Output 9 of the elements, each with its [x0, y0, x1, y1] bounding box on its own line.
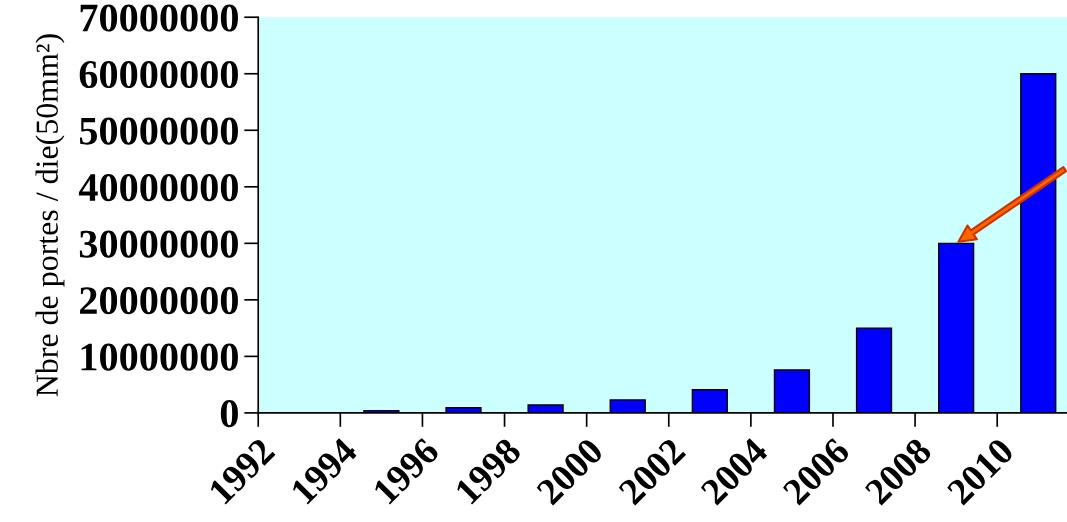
- y-tick-label: 40000000: [78, 173, 238, 202]
- y-tick-label: 0: [220, 400, 238, 428]
- y-tick-label: 50000000: [79, 117, 238, 145]
- y-tick-label: 30000000: [79, 230, 238, 258]
- y-axis-title: Nbre de portes / die(50mm²): [35, 34, 65, 397]
- y-tick-label: 20000000: [80, 287, 238, 315]
- y-tick-label: 60000000: [79, 60, 238, 89]
- y-tick-label: 10000000: [81, 343, 238, 371]
- y-tick-label: 70000000: [80, 4, 238, 32]
